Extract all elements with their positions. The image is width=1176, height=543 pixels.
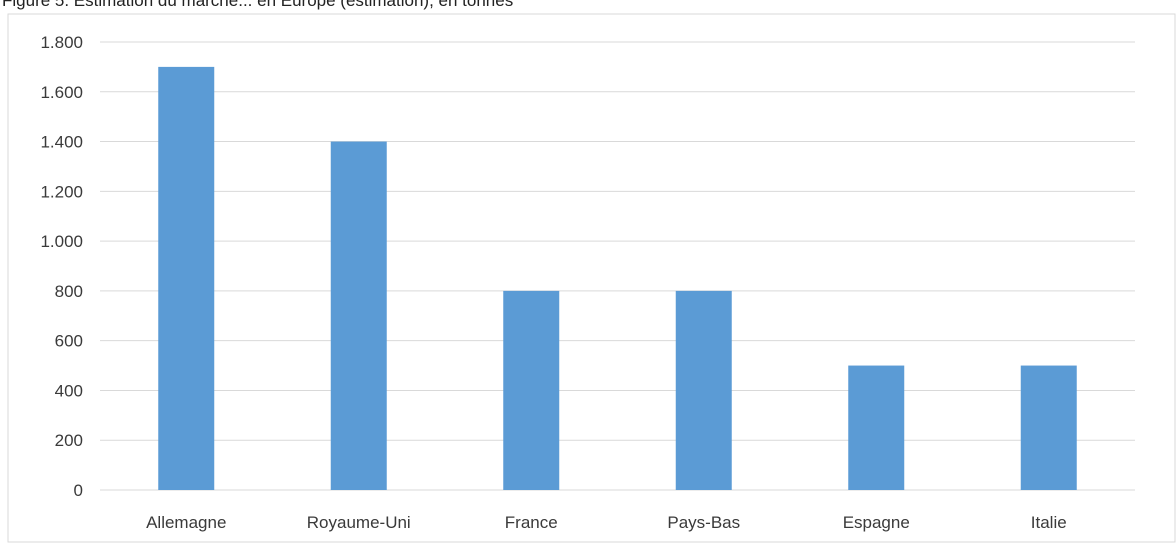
y-tick-label: 1.400 [40, 133, 83, 152]
y-axis-tick-labels: 0 200 400 600 800 1.000 1.200 1.400 1.600 1.800 [40, 33, 83, 500]
y-tick-label: 600 [55, 332, 83, 351]
y-tick-label: 200 [55, 431, 83, 450]
y-tick-label: 0 [74, 481, 83, 500]
x-tick-label: France [505, 513, 558, 532]
y-tick-label: 1.600 [40, 83, 83, 102]
y-tick-label: 1.800 [40, 33, 83, 52]
x-tick-label: Pays-Bas [667, 513, 740, 532]
x-tick-label: Royaume-Uni [307, 513, 411, 532]
y-tick-label: 400 [55, 381, 83, 400]
bar-espagne [848, 365, 905, 490]
bar-italie [1020, 365, 1077, 490]
bar-royaume-uni [330, 141, 387, 491]
x-axis-tick-labels: Allemagne Royaume-Uni France Pays-Bas Espagn… [146, 513, 1067, 532]
x-tick-label: Italie [1031, 513, 1067, 532]
y-tick-label: 1.000 [40, 232, 83, 251]
chart-frame [7, 13, 1176, 543]
gridlines [100, 41, 1135, 491]
bar-france [503, 290, 560, 490]
x-tick-label: Espagne [843, 513, 910, 532]
x-tick-label: Allemagne [146, 513, 226, 532]
bars [158, 66, 1077, 491]
bar-pays-bas [675, 290, 732, 490]
y-tick-label: 800 [55, 282, 83, 301]
y-tick-label: 1.200 [40, 182, 83, 201]
chart-title: Figure 5. Estimation du marché... en Eur… [2, 0, 514, 10]
bar-allemagne [158, 66, 215, 490]
